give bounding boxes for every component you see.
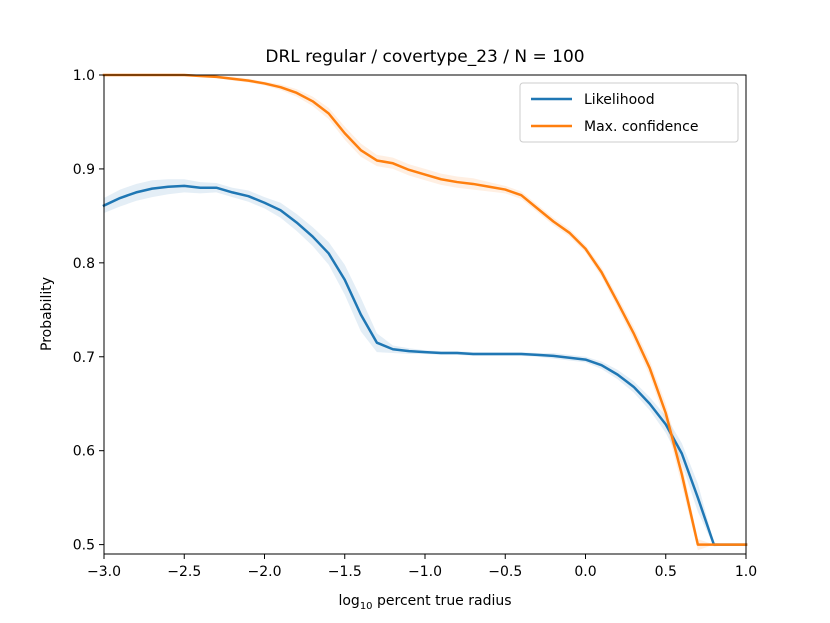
legend-box	[519, 82, 739, 143]
y-tick-label: 0.7	[73, 350, 95, 366]
line-likelihood	[102, 184, 748, 546]
y-tick-label: 0.9	[73, 162, 95, 178]
line-max-confidence	[102, 73, 748, 546]
legend-label-likelihood: Likelihood	[584, 92, 655, 108]
chart-title: DRL regular / covertype_23 / N = 100	[265, 47, 584, 67]
x-tick-label: −0.5	[488, 564, 522, 580]
x-tick-label: 1.0	[735, 564, 757, 580]
y-tick-label: 0.6	[73, 444, 95, 460]
x-tick-label: 0.0	[574, 564, 596, 580]
x-tick-label: 0.5	[655, 564, 677, 580]
legend-label-max-confidence: Max. confidence	[584, 119, 698, 135]
x-tick-label: −1.5	[328, 564, 362, 580]
band-max-confidence	[104, 75, 746, 551]
x-tick-label: −2.0	[248, 564, 282, 580]
y-tick-label: 0.8	[73, 256, 95, 272]
x-axis-label-log: log	[338, 593, 359, 609]
y-axis-label: Probability	[39, 277, 55, 351]
y-axis: 0.5 0.6 0.7 0.8 0.9 1.0	[73, 68, 104, 554]
x-axis: −3.0 −2.5 −2.0 −1.5 −1.0 −0.5 0.0 0.5 1.0	[87, 554, 757, 580]
x-axis-label: log10 percent true radius	[338, 593, 511, 612]
x-axis-label-subscript: 10	[360, 601, 373, 612]
y-tick-label: 0.5	[73, 538, 95, 554]
legend: Likelihood Max. confidence	[519, 82, 739, 143]
confidence-bands	[104, 75, 746, 551]
x-tick-label: −2.5	[167, 564, 201, 580]
x-tick-label: −3.0	[87, 564, 121, 580]
series-lines	[102, 73, 748, 546]
x-axis-label-rest: percent true radius	[373, 593, 512, 609]
x-tick-label: −1.0	[408, 564, 442, 580]
y-tick-label: 1.0	[73, 68, 95, 84]
